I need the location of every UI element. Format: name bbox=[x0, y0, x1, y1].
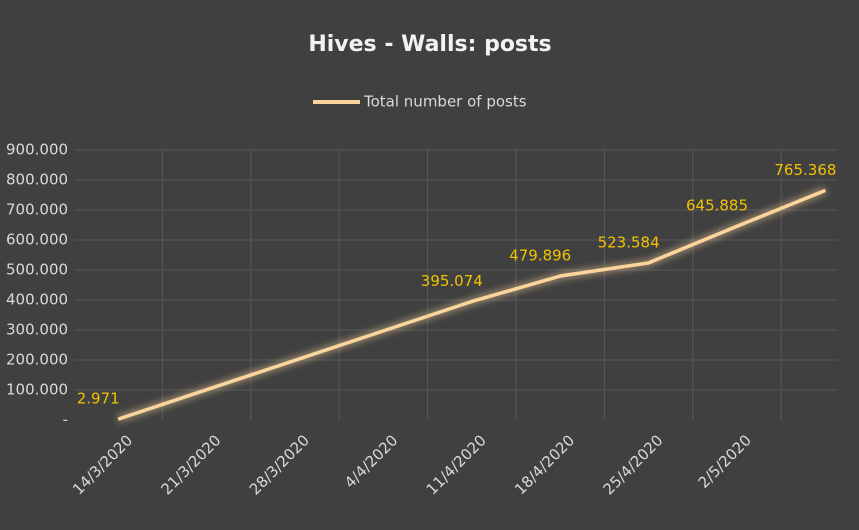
y-tick-label: 800.000 bbox=[6, 171, 68, 189]
y-tick-label: 300.000 bbox=[6, 321, 68, 339]
chart-title: Hives - Walls: posts bbox=[308, 32, 551, 57]
y-tick-label: 400.000 bbox=[6, 291, 68, 309]
legend-label: Total number of posts bbox=[363, 93, 527, 111]
data-label: 765.368 bbox=[774, 161, 836, 179]
data-label: 395.074 bbox=[421, 272, 483, 290]
data-label: 2.971 bbox=[77, 390, 120, 408]
y-tick-label: 500.000 bbox=[6, 261, 68, 279]
y-tick-label: - bbox=[63, 411, 68, 429]
y-tick-label: 700.000 bbox=[6, 201, 68, 219]
y-tick-label: 200.000 bbox=[6, 351, 68, 369]
data-label: 523.584 bbox=[598, 233, 660, 251]
y-tick-label: 900.000 bbox=[6, 141, 68, 159]
y-tick-label: 600.000 bbox=[6, 231, 68, 249]
data-label: 479.896 bbox=[509, 247, 571, 265]
line-series bbox=[117, 188, 827, 421]
y-tick-label: 100.000 bbox=[6, 381, 68, 399]
data-label: 645.885 bbox=[686, 197, 748, 215]
